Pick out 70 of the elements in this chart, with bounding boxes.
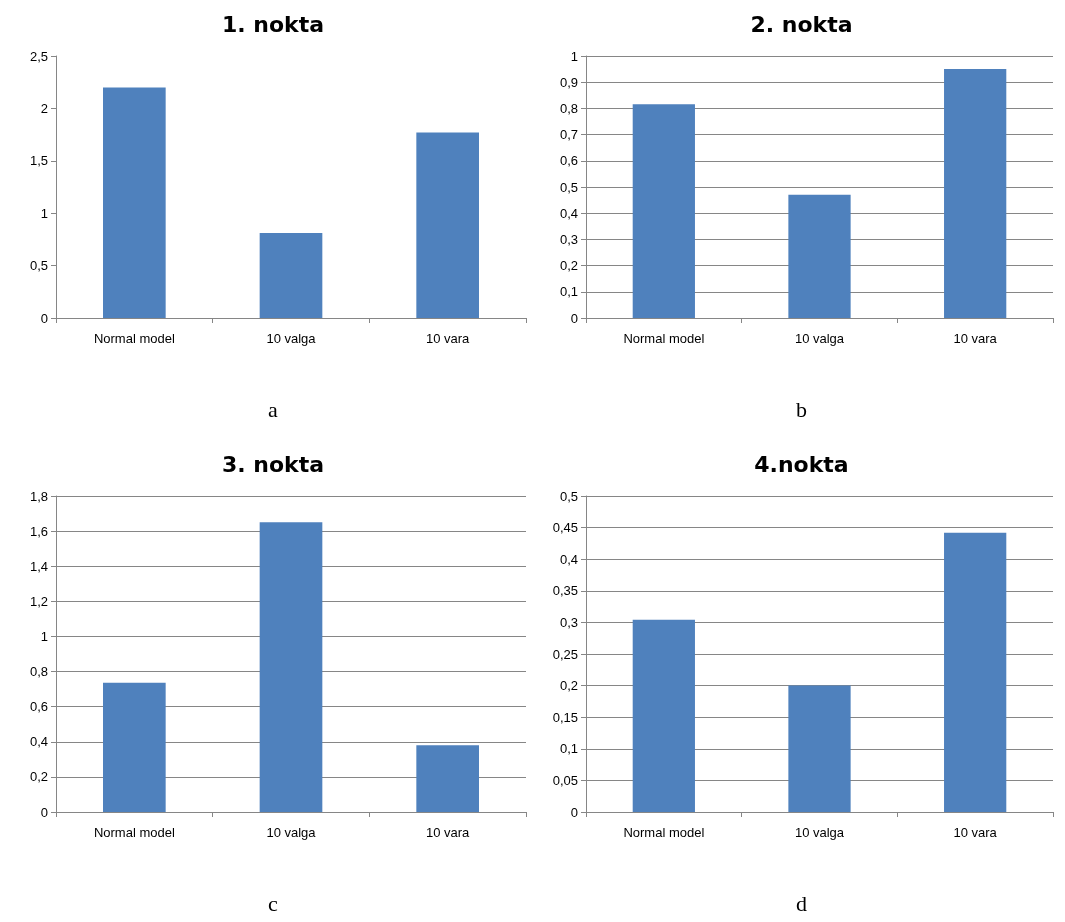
bar [103, 87, 166, 318]
y-tick-label: 0,8 [29, 664, 48, 680]
x-tick-label: 10 valga [266, 331, 317, 346]
y-tick-label: 0,05 [552, 772, 578, 788]
y-tick-label: 0,1 [559, 741, 578, 757]
y-tick-label: 0,6 [559, 153, 578, 169]
bar [788, 194, 851, 318]
y-tick-label: 0 [40, 310, 48, 326]
y-tick-label: 0,35 [552, 583, 578, 599]
y-tick-label: 0,4 [559, 205, 578, 221]
y-tick-label: 0,4 [29, 734, 48, 750]
bar [103, 682, 166, 812]
x-tick-label: 10 valga [794, 331, 845, 346]
y-tick-label: 1 [570, 48, 578, 64]
y-tick-label: 0,2 [559, 258, 578, 274]
y-tick-label: 2,5 [29, 48, 48, 64]
y-tick-label: 0,2 [559, 678, 578, 694]
text: d [796, 890, 807, 916]
x-tick-label: Normal model [623, 331, 705, 346]
y-tick-label: 0,25 [552, 646, 578, 662]
x-tick-label: 10 vara [425, 825, 471, 840]
y-tick-label: 1,4 [29, 558, 48, 574]
bar [632, 619, 695, 812]
bar [416, 132, 479, 318]
chart-title: 2. nokta [750, 11, 853, 37]
bar [944, 69, 1007, 318]
y-tick-label: 2 [40, 100, 48, 116]
y-tick-label: 0 [570, 310, 578, 326]
y-tick-label: 1,6 [29, 523, 48, 539]
y-tick-label: 0,6 [29, 699, 48, 715]
bar [632, 104, 695, 318]
y-tick-label: 0,5 [559, 179, 578, 195]
y-tick-label: 0,3 [559, 614, 578, 630]
bar [416, 745, 479, 812]
y-tick-label: 0 [40, 804, 48, 820]
y-tick-label: 0,5 [29, 258, 48, 274]
y-tick-label: 1,8 [29, 488, 48, 504]
y-tick-label: 0,8 [559, 100, 578, 116]
y-tick-label: 1,2 [29, 593, 48, 609]
x-tick-label: 10 valga [794, 825, 845, 840]
y-tick-label: 0,15 [552, 709, 578, 725]
x-tick-label: 10 vara [953, 331, 998, 346]
chart-title: 3. nokta [221, 451, 325, 477]
text: b [796, 396, 807, 422]
bar [944, 532, 1007, 812]
y-tick-label: 0,2 [29, 769, 48, 785]
chart-title: 1. nokta [221, 11, 325, 37]
x-tick-label: 10 vara [425, 331, 471, 346]
bar [259, 522, 323, 812]
x-tick-label: 10 valga [266, 825, 317, 840]
chart-title: 4.nokta [754, 451, 849, 477]
bar [788, 685, 851, 812]
y-tick-label: 0,9 [559, 74, 578, 90]
y-tick-label: 1 [40, 205, 48, 221]
y-tick-label: 0,1 [559, 284, 578, 300]
bar [259, 233, 323, 318]
text: a [268, 396, 279, 422]
x-tick-label: Normal model [93, 825, 175, 840]
x-tick-label: Normal model [93, 331, 175, 346]
y-tick-label: 0,45 [552, 520, 578, 536]
text: c [268, 890, 279, 916]
x-tick-label: 10 vara [953, 825, 998, 840]
y-tick-label: 0,7 [559, 127, 578, 143]
x-tick-label: Normal model [623, 825, 705, 840]
y-tick-label: 1 [40, 628, 48, 644]
y-tick-label: 0,5 [559, 488, 578, 504]
y-tick-label: 1,5 [29, 153, 48, 169]
y-tick-label: 0,3 [559, 231, 578, 247]
y-tick-label: 0 [570, 804, 578, 820]
y-tick-label: 0,4 [559, 551, 578, 567]
